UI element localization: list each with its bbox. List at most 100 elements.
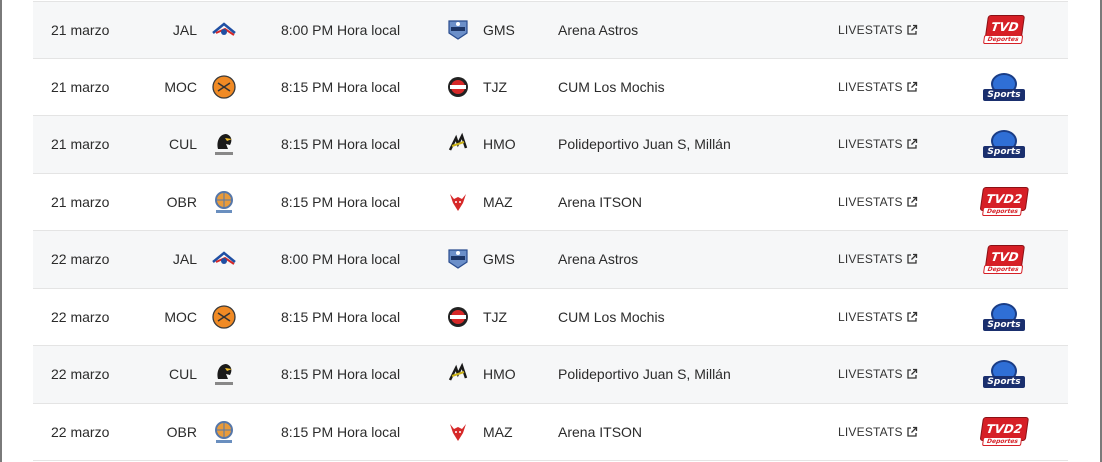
livestats-label: LIVESTATS — [838, 22, 903, 37]
livestats-link[interactable]: LIVESTATS — [838, 289, 918, 346]
livestats-label: LIVESTATS — [838, 367, 903, 382]
away-team-logo — [445, 404, 471, 461]
venue-name: Polideportivo Juan S, Millán — [558, 366, 731, 383]
game-time: 8:15 PM Hora local — [281, 423, 401, 440]
moc-team-logo-icon — [211, 304, 237, 330]
table-row: 21 marzo OBR 8:15 PM Hora local MAZ Aren… — [33, 174, 1068, 231]
page-right-edge — [1100, 0, 1102, 462]
table-row: 22 marzo JAL 8:00 PM Hora local GMS Aren… — [33, 231, 1068, 289]
game-time: 8:15 PM Hora local — [281, 366, 401, 383]
external-link-icon — [907, 196, 917, 207]
home-team-abbr: CUL — [168, 136, 197, 153]
livestats-link[interactable]: LIVESTATS — [838, 59, 918, 116]
maz-team-logo-icon — [445, 419, 471, 445]
game-time: 8:00 PM Hora local — [281, 251, 401, 268]
livestats-label: LIVESTATS — [838, 424, 903, 439]
gms-team-logo-icon — [445, 17, 471, 43]
obr-team-logo-icon — [211, 189, 237, 215]
hmo-team-logo-icon — [445, 131, 471, 157]
moc-team-logo-icon — [211, 74, 237, 100]
home-team-abbr: OBR — [166, 423, 197, 440]
livestats-label: LIVESTATS — [838, 309, 903, 324]
table-row: 21 marzo MOC 8:15 PM Hora local TJZ CUM … — [33, 59, 1068, 116]
maz-team-logo-icon — [445, 189, 471, 215]
game-time: 8:15 PM Hora local — [281, 136, 401, 153]
livestats-link[interactable]: LIVESTATS — [838, 116, 918, 173]
tv-channel-logo: TVD2 Deportes — [971, 404, 1037, 461]
home-team-abbr: CUL — [168, 366, 197, 383]
game-time: 8:15 PM Hora local — [281, 308, 401, 325]
venue-name: Arena Astros — [558, 251, 639, 268]
home-team-logo — [211, 404, 237, 461]
home-team-logo — [211, 174, 237, 231]
home-team-logo — [211, 346, 237, 403]
home-team-logo — [211, 231, 237, 288]
livestats-label: LIVESTATS — [838, 194, 903, 209]
away-team-abbr: MAZ — [483, 423, 513, 440]
external-link-icon — [907, 426, 917, 437]
table-row: 22 marzo OBR 8:15 PM Hora local MAZ Aren… — [33, 404, 1068, 461]
venue-name: Arena ITSON — [558, 423, 643, 440]
tjz-team-logo-icon — [445, 304, 471, 330]
away-team-logo — [445, 2, 471, 58]
external-link-icon — [907, 81, 917, 92]
game-date: 21 marzo — [51, 78, 110, 95]
obr-team-logo-icon — [211, 419, 237, 445]
venue-name: Polideportivo Juan S, Millán — [558, 136, 731, 153]
livestats-link[interactable]: LIVESTATS — [838, 346, 918, 403]
page-left-edge — [0, 0, 2, 462]
external-link-icon — [907, 369, 917, 379]
livestats-link[interactable]: LIVESTATS — [838, 404, 918, 461]
home-team-abbr: JAL — [172, 21, 197, 38]
livestats-label: LIVESTATS — [838, 137, 903, 152]
external-link-icon — [907, 139, 917, 149]
home-team-logo — [211, 2, 237, 58]
livestats-link[interactable]: LIVESTATS — [838, 2, 918, 58]
tvd-channel-icon: TVD Deportes — [982, 15, 1025, 45]
game-date: 21 marzo — [51, 193, 110, 210]
tvd2-channel-icon: TVD2 Deportes — [979, 187, 1029, 217]
jal-team-logo-icon — [211, 17, 237, 43]
away-team-abbr: MAZ — [483, 193, 513, 210]
tv-channel-logo: TVD Deportes — [971, 2, 1037, 58]
livestats-label: LIVESTATS — [838, 252, 903, 267]
hmo-team-logo-icon — [445, 361, 471, 387]
tvd-channel-icon: TVD Deportes — [982, 244, 1025, 274]
sports-channel-icon: Sports — [983, 302, 1025, 331]
home-team-abbr: MOC — [164, 78, 197, 95]
tjz-team-logo-icon — [445, 74, 471, 100]
home-team-abbr: OBR — [166, 193, 197, 210]
game-date: 22 marzo — [51, 251, 110, 268]
livestats-link[interactable]: LIVESTATS — [838, 174, 918, 231]
game-time: 8:00 PM Hora local — [281, 21, 401, 38]
game-time: 8:15 PM Hora local — [281, 78, 401, 95]
away-team-logo — [445, 116, 471, 173]
away-team-logo — [445, 346, 471, 403]
cul-team-logo-icon — [211, 131, 237, 157]
home-team-logo — [211, 116, 237, 173]
livestats-link[interactable]: LIVESTATS — [838, 231, 918, 288]
tv-channel-logo: TVD Deportes — [971, 231, 1037, 288]
tv-channel-logo: Sports — [971, 289, 1037, 346]
tv-channel-logo: Sports — [971, 59, 1037, 116]
away-team-abbr: HMO — [483, 366, 516, 383]
away-team-abbr: GMS — [483, 251, 515, 268]
schedule-table: 21 marzo JAL 8:00 PM Hora local GMS Aren… — [33, 1, 1068, 461]
table-row: 22 marzo MOC 8:15 PM Hora local TJZ CUM … — [33, 289, 1068, 346]
external-link-icon — [907, 24, 917, 35]
away-team-abbr: HMO — [483, 136, 516, 153]
venue-name: CUM Los Mochis — [558, 78, 665, 95]
away-team-logo — [445, 59, 471, 116]
tv-channel-logo: Sports — [971, 346, 1037, 403]
home-team-logo — [211, 59, 237, 116]
game-date: 21 marzo — [51, 21, 110, 38]
home-team-abbr: MOC — [164, 308, 197, 325]
table-row: 21 marzo JAL 8:00 PM Hora local GMS Aren… — [33, 1, 1068, 59]
tv-channel-logo: TVD2 Deportes — [971, 174, 1037, 231]
external-link-icon — [907, 311, 917, 322]
table-row: 22 marzo CUL 8:15 PM Hora local HMO Poli… — [33, 346, 1068, 404]
away-team-abbr: TJZ — [483, 308, 508, 325]
home-team-abbr: JAL — [172, 251, 197, 268]
livestats-label: LIVESTATS — [838, 79, 903, 94]
away-team-abbr: TJZ — [483, 78, 508, 95]
